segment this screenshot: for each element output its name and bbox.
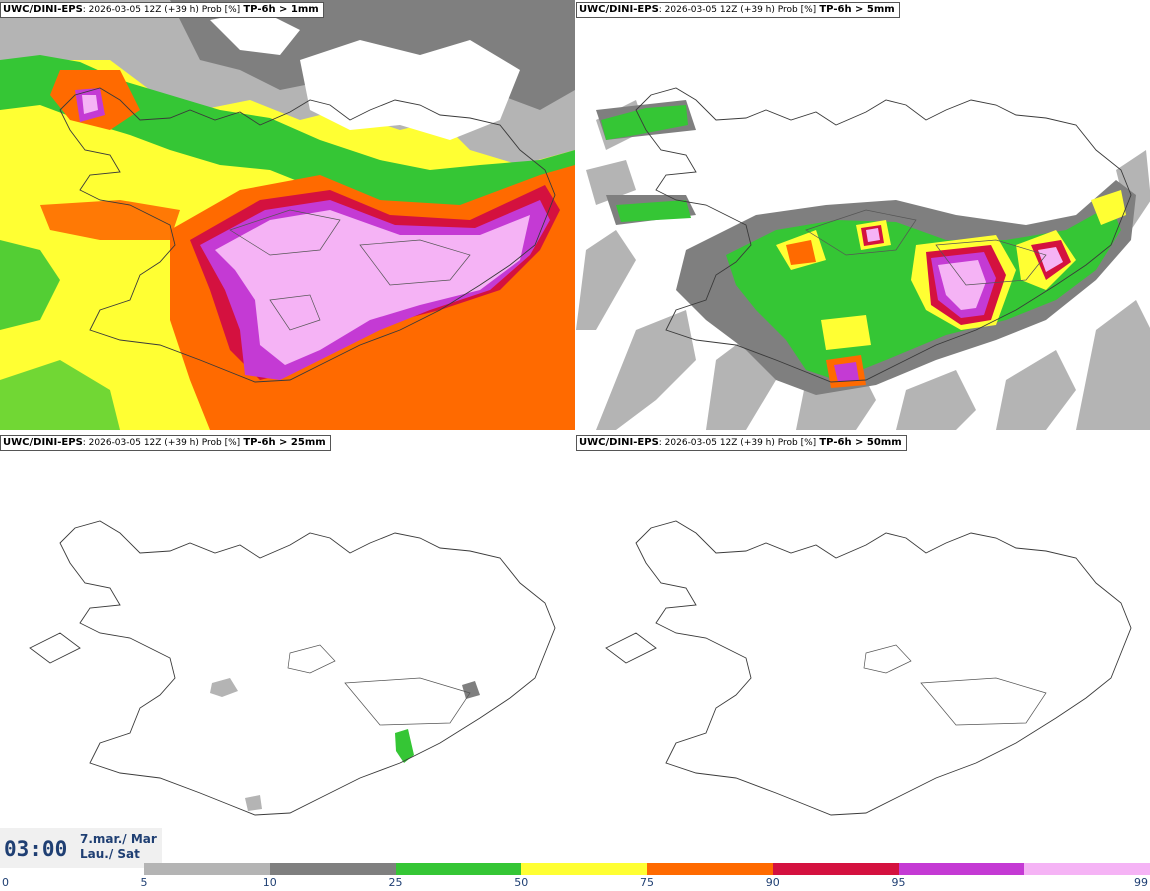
panel-title: UWC/DINI-EPS: 2026-03-05 12Z (+39 h) Pro… — [576, 435, 907, 451]
panel-title: UWC/DINI-EPS: 2026-03-05 12Z (+39 h) Pro… — [576, 2, 900, 18]
threshold-label: TP-6h > 5mm — [819, 4, 895, 15]
probability-map-50mm — [605, 520, 1132, 816]
panel-title: UWC/DINI-EPS: 2026-03-05 12Z (+39 h) Pro… — [0, 2, 324, 18]
colorbar-segment-0 — [144, 863, 270, 875]
map-panel-1mm: UWC/DINI-EPS: 2026-03-05 12Z (+39 h) Pro… — [0, 0, 575, 430]
threshold-label: TP-6h > 50mm — [819, 437, 902, 448]
colorbar-tick-75: 75 — [640, 876, 654, 889]
colorbar-tick-25: 25 — [388, 876, 403, 889]
threshold-label: TP-6h > 25mm — [243, 437, 326, 448]
probability-map-1mm — [0, 0, 575, 430]
valid-date-line-1: 7.mar./ Mar — [80, 832, 157, 846]
colorbar-segment-2 — [395, 863, 522, 875]
probability-colorbar — [144, 863, 1150, 875]
colorbar-tick-0: 0 — [2, 876, 9, 889]
valid-time-box: 03:00 7.mar./ Mar Lau./ Sat — [0, 828, 162, 868]
colorbar-segment-5 — [772, 863, 899, 875]
model-name: UWC/DINI-EPS — [579, 437, 659, 448]
panel-title: UWC/DINI-EPS: 2026-03-05 12Z (+39 h) Pro… — [0, 435, 331, 451]
run-info: : 2026-03-05 12Z (+39 h) Prob [%] — [658, 5, 817, 15]
run-info: : 2026-03-05 12Z (+39 h) Prob [%] — [82, 438, 241, 448]
colorbar-segment-6 — [898, 863, 1025, 875]
colorbar-tick-95: 95 — [891, 876, 906, 889]
model-name: UWC/DINI-EPS — [3, 437, 83, 448]
probability-map-25mm — [29, 520, 556, 816]
colorbar-segment-7 — [1024, 863, 1150, 875]
colorbar-segment-4 — [647, 863, 773, 875]
threshold-label: TP-6h > 1mm — [243, 4, 319, 15]
probability-map-5mm — [576, 87, 1150, 430]
colorbar-tick-10: 10 — [262, 876, 277, 889]
colorbar-segment-1 — [269, 863, 396, 875]
colorbar-tick-5: 5 — [140, 876, 148, 889]
colorbar-tick-50: 50 — [514, 876, 529, 889]
model-name: UWC/DINI-EPS — [3, 4, 83, 15]
run-info: : 2026-03-05 12Z (+39 h) Prob [%] — [82, 5, 241, 15]
map-panel-25mm: UWC/DINI-EPS: 2026-03-05 12Z (+39 h) Pro… — [0, 433, 575, 863]
colorbar-tick-99: 99 — [1134, 876, 1148, 889]
valid-time-clock: 03:00 — [4, 837, 68, 861]
colorbar-tick-90: 90 — [765, 876, 780, 889]
model-name: UWC/DINI-EPS — [579, 4, 659, 15]
map-panel-5mm: UWC/DINI-EPS: 2026-03-05 12Z (+39 h) Pro… — [576, 0, 1150, 430]
map-panel-50mm: UWC/DINI-EPS: 2026-03-05 12Z (+39 h) Pro… — [576, 433, 1150, 863]
colorbar-ticks: 0 5 10 25 50 75 90 95 99 — [0, 876, 1150, 891]
run-info: : 2026-03-05 12Z (+39 h) Prob [%] — [658, 438, 817, 448]
colorbar-segment-3 — [521, 863, 647, 875]
valid-time-date: 7.mar./ Mar Lau./ Sat — [80, 832, 157, 862]
valid-date-line-2: Lau./ Sat — [80, 847, 140, 861]
